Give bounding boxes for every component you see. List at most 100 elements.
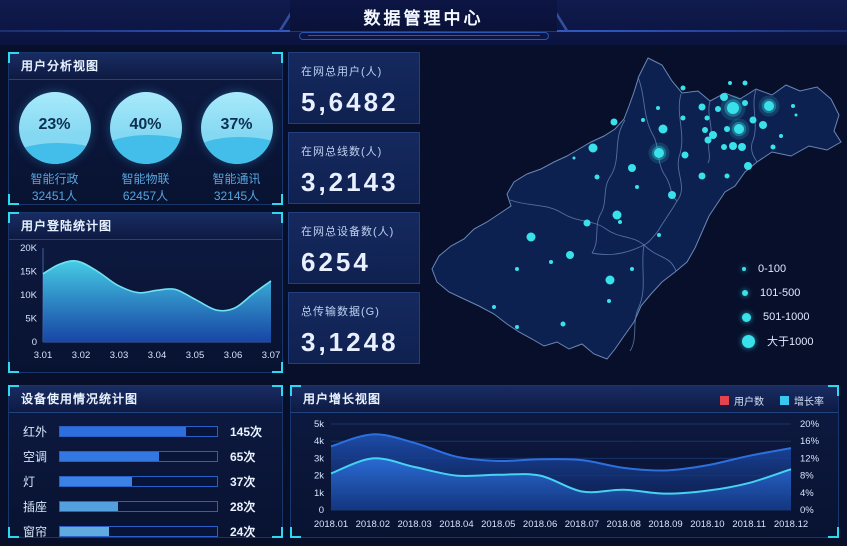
corner-decoration (8, 527, 19, 538)
svg-text:8%: 8% (800, 471, 814, 482)
svg-text:2018.04: 2018.04 (439, 519, 473, 530)
bar-track (59, 476, 218, 487)
svg-text:2018.03: 2018.03 (397, 519, 431, 530)
stat-card-label: 在网总用户(人) (301, 66, 383, 78)
svg-text:1k: 1k (314, 488, 324, 499)
svg-text:4k: 4k (314, 436, 324, 447)
corner-decoration (290, 527, 301, 538)
svg-text:3.05: 3.05 (186, 350, 205, 361)
svg-text:10K: 10K (20, 290, 38, 301)
bar-value: 24次 (230, 525, 256, 539)
gauge-liquid (109, 135, 182, 164)
corner-decoration (272, 385, 283, 396)
svg-text:2018.02: 2018.02 (356, 519, 390, 530)
map-legend-label: 101-500 (760, 287, 801, 299)
svg-text:2018.09: 2018.09 (648, 519, 682, 530)
corner-decoration (8, 212, 19, 223)
bar-row: 窗帘 24次 (23, 519, 268, 544)
legend-item[interactable]: 用户数 (720, 393, 764, 408)
svg-text:15K: 15K (20, 267, 38, 278)
svg-text:2018.07: 2018.07 (565, 519, 599, 530)
corner-decoration (272, 212, 283, 223)
gauge-circle: 37% (200, 92, 273, 164)
svg-text:3.06: 3.06 (224, 350, 243, 361)
region-map: 0-100 101-500 501-1000 大于1000 (420, 45, 847, 380)
svg-text:2018.05: 2018.05 (481, 519, 515, 530)
gauge-percent: 40% (129, 116, 162, 133)
bar-label: 空调 (23, 450, 48, 464)
map-legend-row: 101-500 (742, 281, 813, 305)
bar-row: 空调 65次 (23, 444, 268, 469)
device-bar-chart: 红外 145次 空调 65次灯 37次 插座 28次 窗帘 24次 (9, 413, 282, 544)
map-legend-label: 大于1000 (767, 336, 814, 348)
legend-item[interactable]: 增长率 (780, 393, 824, 408)
header-ornament (298, 32, 549, 40)
bar-value: 37次 (230, 475, 256, 489)
svg-text:2018.11: 2018.11 (732, 519, 766, 530)
stat-card: 在网总用户(人) 5,6482 (288, 52, 420, 124)
bar-fill (60, 477, 133, 486)
svg-text:20%: 20% (800, 419, 820, 430)
panel-title-user-analysis: 用户分析视图 (9, 53, 282, 80)
map-legend-dot (742, 334, 755, 348)
gauge-group: 23% 智能行政 32451人 40% 智能物联 62457人 37% 智能通讯 32145人 (9, 80, 282, 206)
corner-decoration (8, 52, 19, 63)
gauge-liquid (200, 136, 273, 164)
legend-label: 增长率 (794, 397, 824, 408)
bar-track (59, 451, 218, 462)
svg-text:0%: 0% (800, 505, 814, 516)
corner-decoration (272, 52, 283, 63)
svg-text:3.01: 3.01 (34, 350, 53, 361)
bar-row: 红外 145次 (23, 419, 268, 444)
map-legend-row: 501-1000 (742, 305, 813, 329)
svg-text:3.04: 3.04 (148, 350, 167, 361)
gauge-percent: 23% (38, 116, 71, 133)
map-legend-label: 0-100 (758, 263, 787, 275)
gauge-label: 智能通讯 32145人 (212, 172, 261, 204)
svg-text:2018.06: 2018.06 (523, 519, 557, 530)
gauge-liquid (18, 142, 91, 164)
stat-card: 在网总线数(人) 3,2143 (288, 132, 420, 204)
login-area-chart: 0 5K 10K 15K 20K 3.01 3.02 3.03 3.04 3.05 3.06 3.07 (20, 243, 280, 361)
panel-title-device-usage: 设备使用情况统计图 (9, 386, 282, 413)
legend-swatch (720, 396, 729, 405)
gauge-circle: 40% (109, 92, 182, 164)
panel-user-growth: 用户增长视图 用户数 增长率 0 0% 1k 4% 2k 8% 3k 12% 4k 16% 5k 20%… (290, 385, 839, 538)
svg-text:2018.08: 2018.08 (607, 519, 641, 530)
stat-card-value: 5,6482 (301, 87, 399, 117)
map-legend-label: 501-1000 (763, 311, 810, 323)
bar-fill (60, 502, 119, 511)
map-legend-row: 0-100 (742, 257, 813, 281)
svg-text:20K: 20K (20, 243, 38, 254)
bar-label: 红外 (23, 425, 48, 439)
corner-decoration (272, 194, 283, 205)
corner-decoration (828, 385, 839, 396)
corner-decoration (272, 527, 283, 538)
page-title: 数据管理中心 (363, 9, 484, 28)
svg-text:3k: 3k (314, 453, 324, 464)
svg-text:2018.10: 2018.10 (690, 519, 724, 530)
growth-chart-legend: 用户数 增长率 (704, 393, 824, 408)
map-legend-dot (742, 312, 751, 322)
stat-card-label: 在网总线数(人) (301, 146, 383, 158)
map-legend-dot (742, 290, 748, 296)
stat-card-column: 在网总用户(人) 5,6482 在网总线数(人) 3,2143 在网总设备数(人) 625… (288, 52, 420, 372)
stat-card-label: 在网总设备数(人) (301, 226, 395, 238)
bar-track (59, 501, 218, 512)
bar-row: 插座 28次 (23, 494, 268, 519)
stat-card: 在网总设备数(人) 6254 (288, 212, 420, 284)
legend-label: 用户数 (734, 397, 764, 408)
svg-text:2018.12: 2018.12 (774, 519, 808, 530)
liquid-gauge: 40% 智能物联 62457人 (103, 92, 189, 206)
header-ornament-line (307, 35, 540, 36)
svg-text:3.03: 3.03 (110, 350, 129, 361)
panel-user-analysis: 用户分析视图 23% 智能行政 32451人 40% 智能物联 62457人 37% 智能通讯… (8, 52, 283, 205)
svg-text:3.02: 3.02 (72, 350, 91, 361)
liquid-gauge: 23% 智能行政 32451人 (12, 92, 98, 206)
corner-decoration (272, 362, 283, 373)
svg-text:2018.01: 2018.01 (314, 519, 348, 530)
svg-text:16%: 16% (800, 436, 820, 447)
map-legend-row: 大于1000 (742, 329, 813, 353)
corner-decoration (828, 527, 839, 538)
bar-fill (60, 427, 186, 436)
